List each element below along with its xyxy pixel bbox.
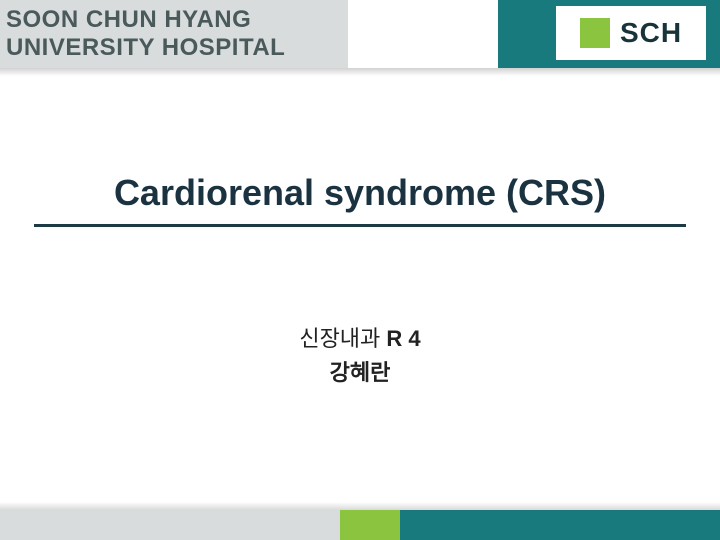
department-label: 신장내과	[299, 326, 380, 351]
logo-text: SCH	[620, 17, 682, 49]
header-bar: SOON CHUN HYANG UNIVERSITY HOSPITAL SCH	[0, 0, 720, 68]
hospital-line-2: UNIVERSITY HOSPITAL	[6, 34, 348, 62]
author-line-1: 신장내과 R 4	[0, 322, 720, 356]
slide-title: Cardiorenal syndrome (CRS)	[0, 172, 720, 214]
footer-shadow	[0, 502, 720, 510]
hospital-line-1: SOON CHUN HYANG	[6, 6, 348, 34]
title-underline	[34, 224, 686, 227]
footer-gray	[0, 510, 340, 540]
header-shadow	[0, 68, 720, 76]
footer-bar	[0, 510, 720, 540]
slide: SOON CHUN HYANG UNIVERSITY HOSPITAL SCH …	[0, 0, 720, 540]
header-teal-strip: SCH	[498, 0, 720, 68]
author-name: 강혜란	[0, 356, 720, 390]
header-right: SCH	[348, 0, 720, 68]
header-white-strip	[348, 0, 498, 68]
footer-green	[340, 510, 400, 540]
author-block: 신장내과 R 4 강혜란	[0, 322, 720, 390]
footer-teal	[400, 510, 720, 540]
hospital-name-block: SOON CHUN HYANG UNIVERSITY HOSPITAL	[0, 0, 348, 68]
sch-logo: SCH	[556, 6, 706, 60]
logo-square-icon	[580, 18, 610, 48]
rank-label: R 4	[386, 326, 420, 351]
